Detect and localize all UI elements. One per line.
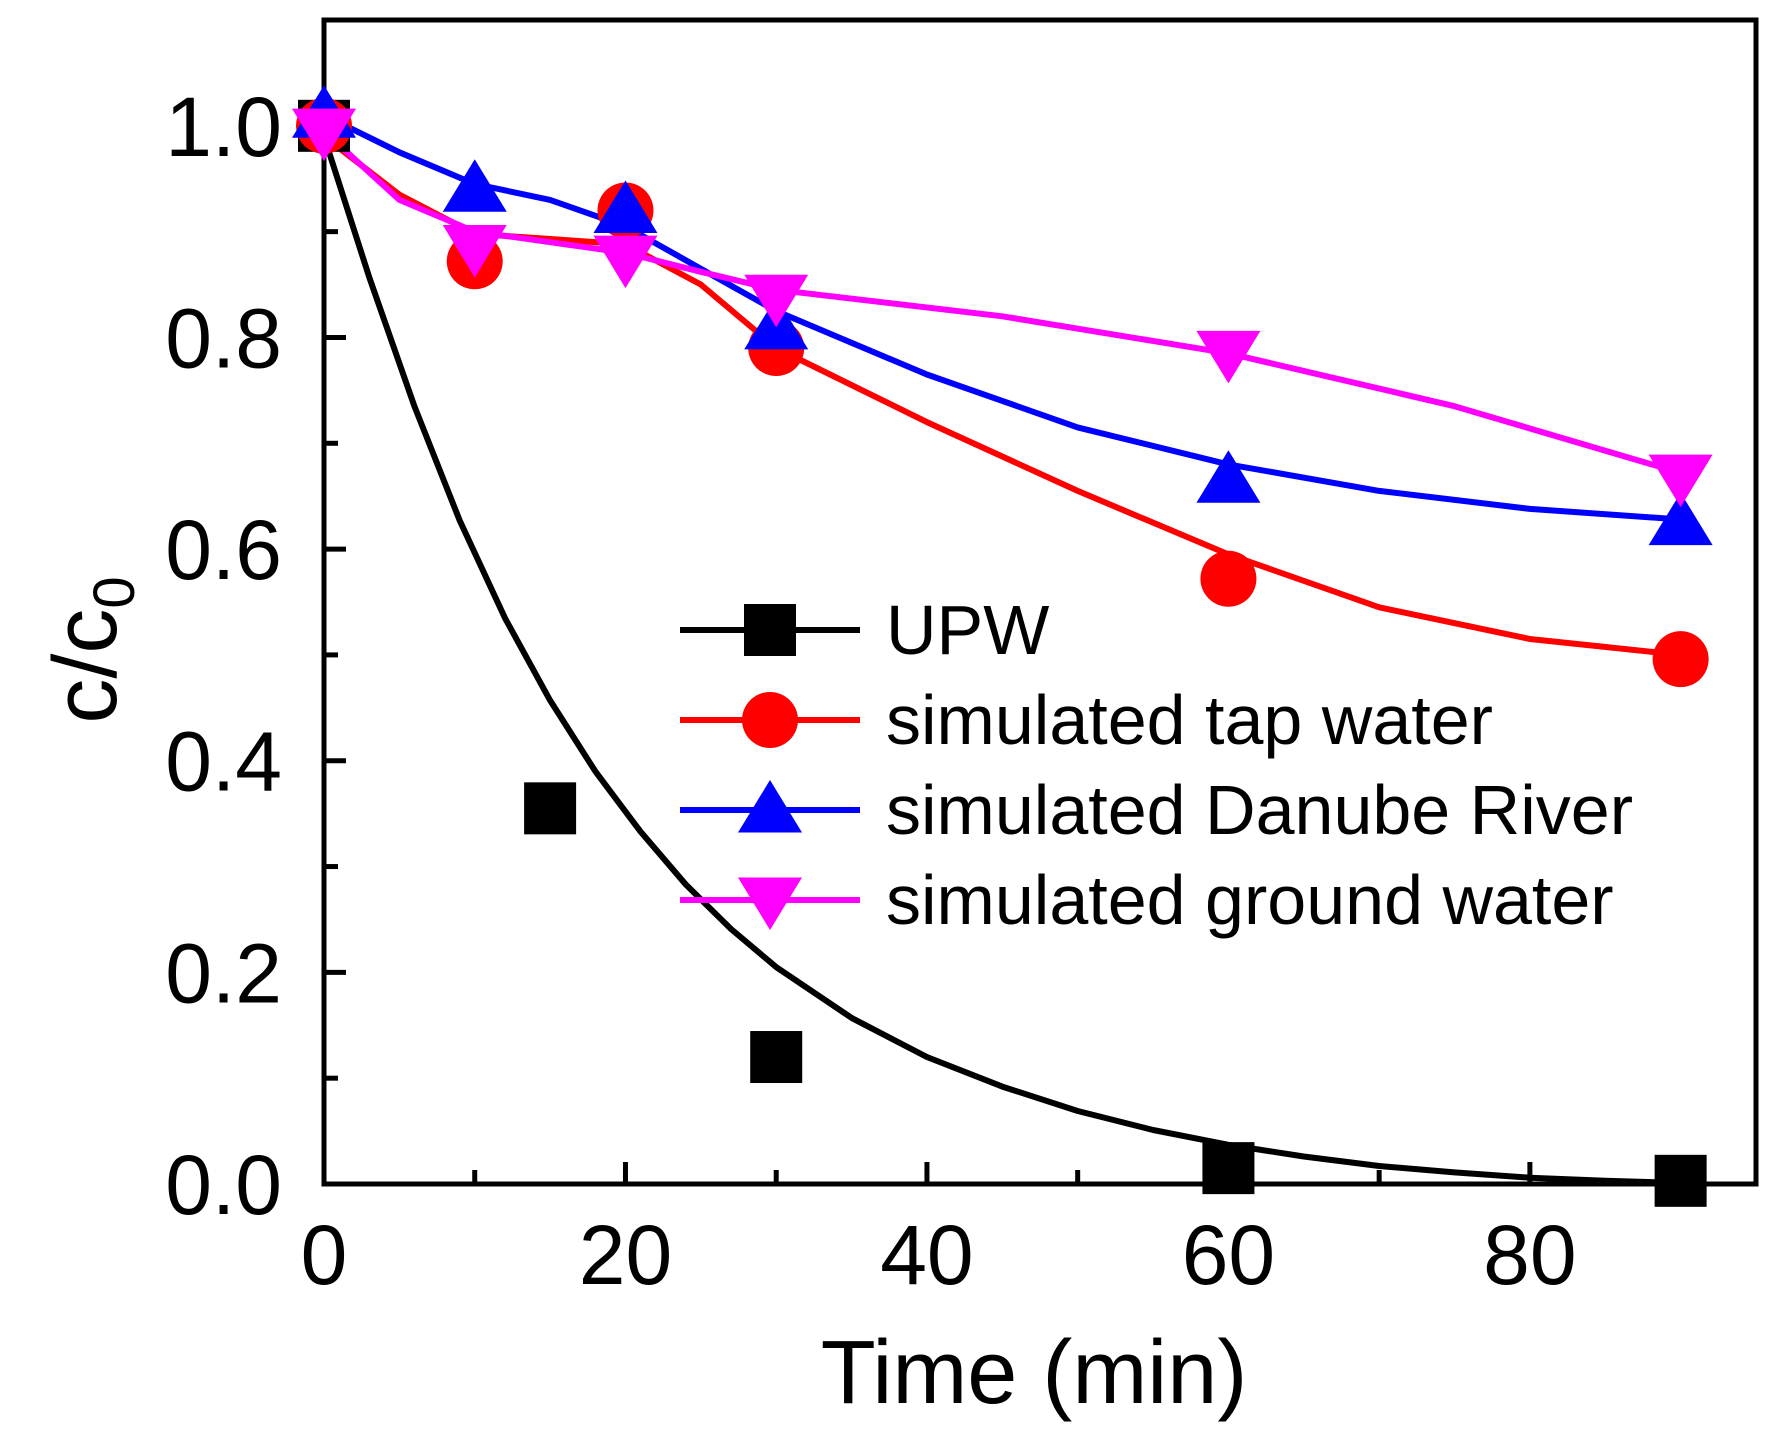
data-point [750, 1031, 803, 1084]
x-tick-label: 80 [1483, 1208, 1576, 1302]
plot-frame [321, 17, 1759, 1187]
legend-marker [738, 780, 802, 833]
y-tick-label: 0.6 [165, 503, 282, 597]
legend: UPW simulated tap water simulated Danube R… [680, 591, 1633, 939]
fit-line [321, 135, 1681, 1186]
markers [292, 85, 1713, 1207]
data-point [442, 159, 507, 212]
legend-marker [744, 604, 796, 656]
data-point [292, 108, 356, 162]
data-point [1200, 550, 1257, 607]
y-tick-label: 0.8 [165, 291, 282, 385]
legend-label: simulated tap water [886, 681, 1493, 759]
x-tick-label: 60 [1182, 1208, 1275, 1302]
data-point [593, 180, 658, 233]
x-tick-label: 20 [579, 1208, 672, 1302]
legend-label: simulated ground water [886, 861, 1614, 939]
data-point [1648, 492, 1713, 546]
legend-label: UPW [886, 591, 1049, 669]
data-point [1652, 631, 1709, 688]
y-tick-label: 0.0 [165, 1138, 282, 1232]
legend-label: simulated Danube River [886, 771, 1633, 849]
y-axis-title-subscript: 0 [82, 576, 147, 608]
y-tick-label: 1.0 [165, 80, 282, 174]
data-point [524, 782, 577, 835]
data-point [1648, 454, 1713, 508]
data-point [744, 274, 809, 328]
fit-line [322, 134, 1681, 658]
legend-marker [738, 877, 802, 930]
x-axis-title: Time (min) [821, 1323, 1248, 1423]
y-tick-label: 0.2 [165, 926, 282, 1020]
fit-line [321, 128, 1682, 476]
data-point [1654, 1154, 1707, 1207]
x-tick-label: 0 [301, 1208, 348, 1302]
tick-labels: 0 20 40 60 80 0.0 0.2 0.4 0.6 0.8 1.0 [165, 80, 1576, 1302]
data-point [442, 225, 507, 278]
y-tick-label: 0.4 [165, 715, 282, 809]
y-axis-title-main: c/c [36, 609, 136, 724]
plot-area [321, 17, 1759, 1187]
data-point [1202, 1142, 1255, 1195]
data-point [593, 235, 658, 289]
x-tick-label: 40 [880, 1208, 973, 1302]
data-point [1196, 330, 1261, 384]
data-point [1196, 450, 1261, 503]
legend-marker [742, 692, 798, 748]
y-axis-title: c/c0 [36, 576, 147, 723]
